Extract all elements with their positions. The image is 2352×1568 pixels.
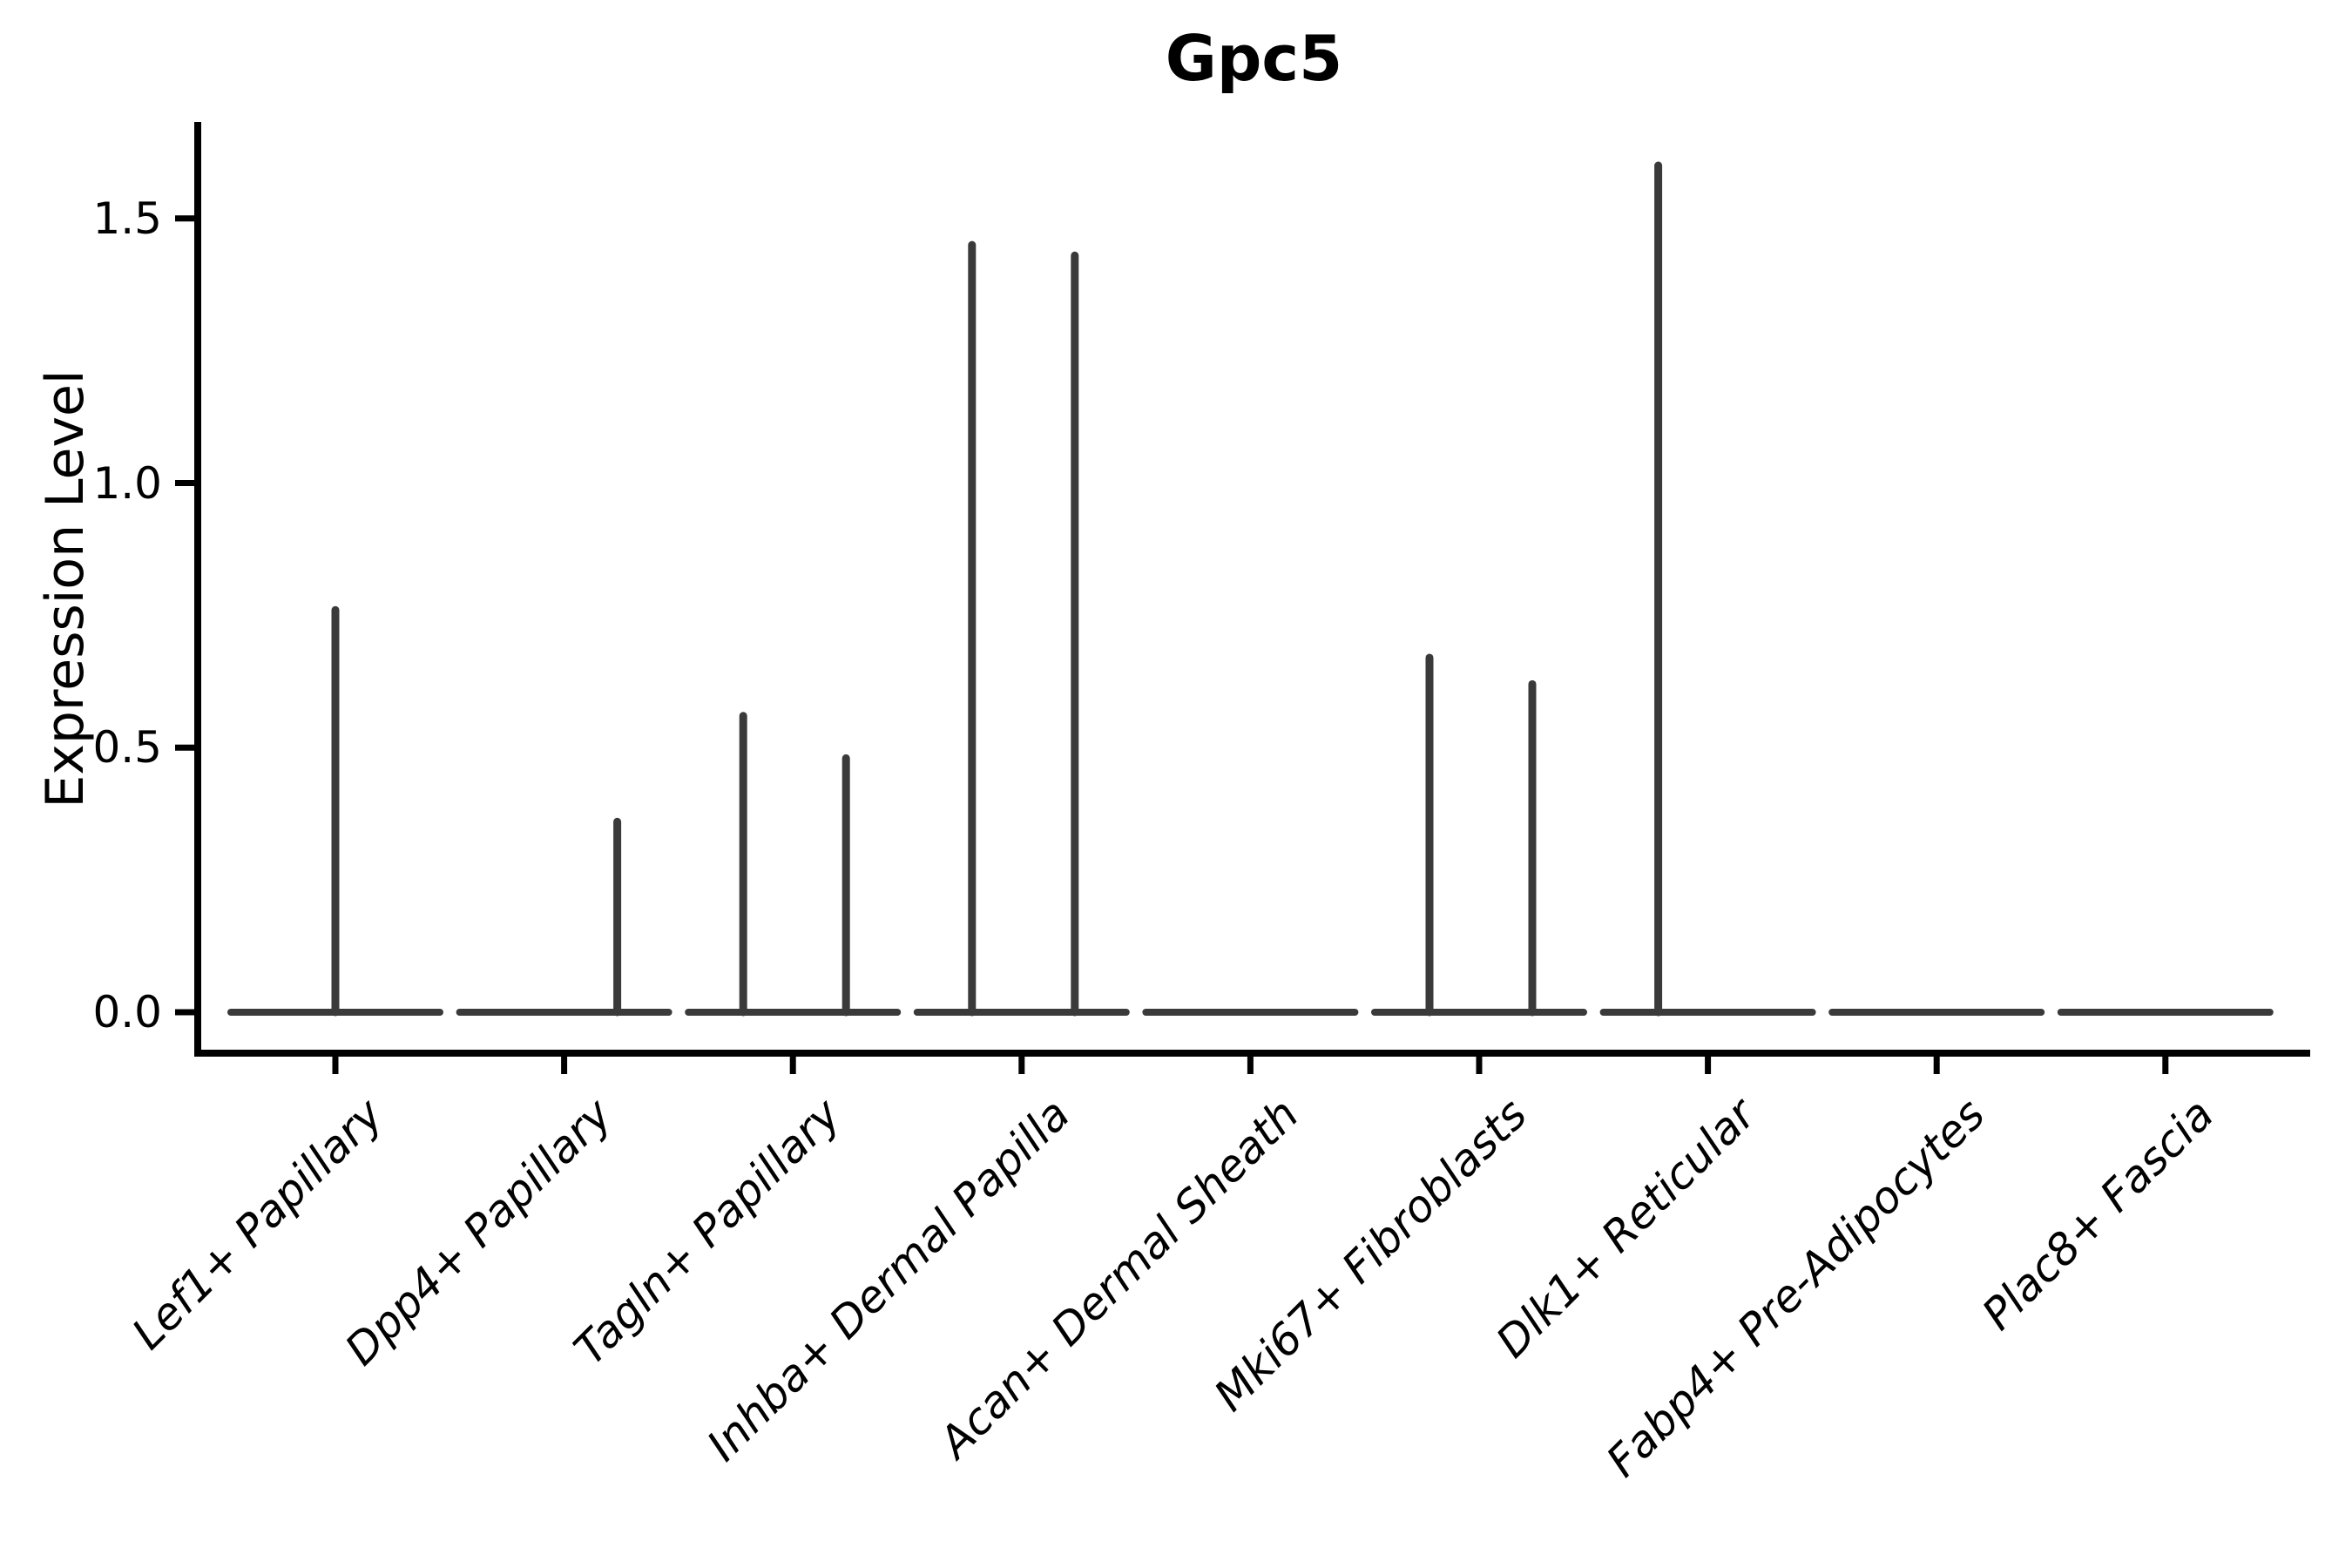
- y-tick-label: 1.0: [92, 457, 162, 509]
- y-tick-label: 1.5: [92, 193, 162, 244]
- y-tick-label: 0.0: [92, 987, 162, 1037]
- y-tick-label: 0.5: [92, 722, 162, 774]
- chart-title: Gpc5: [1165, 22, 1343, 95]
